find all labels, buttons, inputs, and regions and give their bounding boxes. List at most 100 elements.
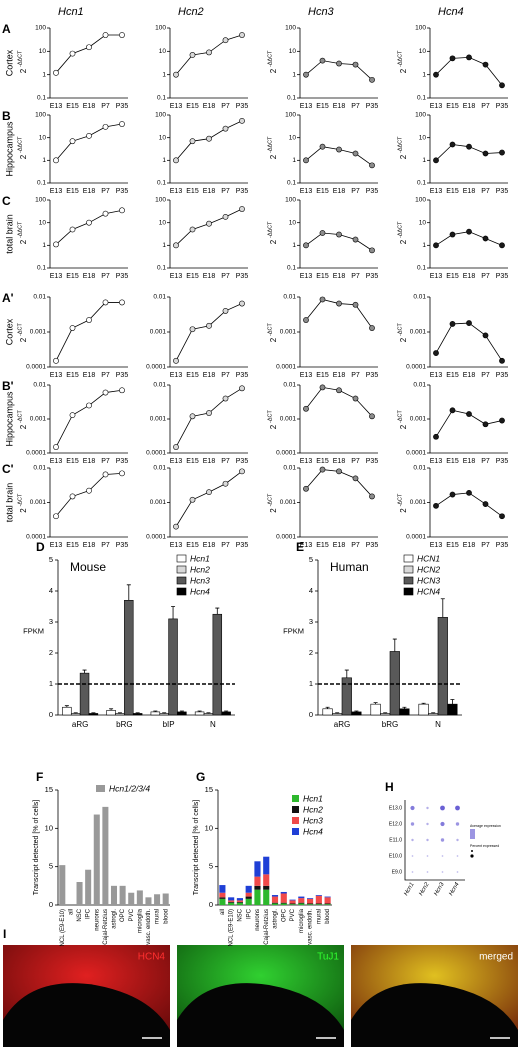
y-tick-label: 1 xyxy=(292,242,296,249)
error-bar xyxy=(335,712,340,714)
bar xyxy=(418,703,429,716)
point xyxy=(336,387,342,394)
y-tick-label: 0.01 xyxy=(413,465,426,472)
point xyxy=(206,49,212,56)
bar xyxy=(124,599,134,716)
legend-title: Percent expressed xyxy=(470,844,499,848)
point xyxy=(86,132,92,139)
point xyxy=(53,444,59,450)
bar-segment xyxy=(315,895,322,904)
y-axis-label-exponent: -ΔΔCT xyxy=(397,50,403,67)
point xyxy=(369,493,375,500)
error-bar xyxy=(224,710,229,712)
bar-segment xyxy=(324,904,331,905)
y-axis-label: 2-ΔCT xyxy=(267,323,278,343)
y-tick-label: 0.1 xyxy=(287,180,296,187)
x-tick-label: P35 xyxy=(236,372,249,379)
bar-segment xyxy=(236,902,243,905)
y-tick-label: 0.01 xyxy=(413,294,426,301)
x-tick-label: E15 xyxy=(186,273,199,280)
y-tick-label: 0.001 xyxy=(30,416,47,423)
axes xyxy=(169,200,248,269)
ventricle xyxy=(177,983,344,1047)
y-axis-label: 2-ΔΔCT xyxy=(17,50,28,73)
x-tick-label: P7 xyxy=(351,273,360,280)
legend-swatch xyxy=(403,565,414,574)
y-tick-label: 0.001 xyxy=(150,499,167,506)
column-title: Hcn2 xyxy=(178,6,204,18)
error-bar xyxy=(421,702,426,705)
x-tick-label: P35 xyxy=(496,103,509,110)
point xyxy=(173,242,179,249)
x-tick-label: microglia xyxy=(137,908,143,933)
x-tick-label: P7 xyxy=(221,188,230,195)
x-tick-label: P35 xyxy=(366,188,379,195)
y-tick-label: 1 xyxy=(42,242,46,249)
y-tick-label: 0.01 xyxy=(153,294,166,301)
point xyxy=(173,357,179,364)
error-bar xyxy=(206,712,211,714)
x-tick-label: E15 xyxy=(316,103,329,110)
bar-segment xyxy=(307,904,314,905)
x-tick-label: aRG xyxy=(72,720,88,729)
x-tick-label: Cajal-Retzius xyxy=(264,909,270,945)
point xyxy=(119,32,125,38)
x-tick-label: neurons xyxy=(255,909,261,931)
x-tick-label: P7 xyxy=(351,103,360,110)
x-tick-label: Hcn1 xyxy=(403,882,415,897)
x-tick-label: E13 xyxy=(430,273,443,280)
y-axis-label-base: 2 xyxy=(19,239,28,244)
y-axis-label-exponent: -ΔΔCT xyxy=(17,136,23,153)
legend-label: Hcn1 xyxy=(303,793,323,803)
y-axis-label: 2-ΔΔCT xyxy=(267,136,278,159)
dot xyxy=(426,822,429,826)
x-tick-label: E13 xyxy=(300,103,313,110)
panel-label: B' xyxy=(2,379,14,393)
bar-segment xyxy=(280,903,287,905)
x-tick-label: E15 xyxy=(66,372,79,379)
legend-swatch xyxy=(292,817,299,824)
dot xyxy=(426,838,429,842)
y-tick-label: 0 xyxy=(309,710,313,719)
x-tick-label: E15 xyxy=(446,372,459,379)
y-tick-label: 100 xyxy=(155,112,166,119)
image-label: merged xyxy=(479,952,513,963)
bar-segment xyxy=(298,898,305,903)
y-tick-label: 0.0001 xyxy=(146,450,166,457)
error-bar xyxy=(325,706,330,709)
point xyxy=(336,60,342,67)
x-tick-label: P7 xyxy=(101,188,110,195)
point xyxy=(352,150,359,157)
bar xyxy=(203,713,214,716)
point xyxy=(352,236,359,243)
x-tick-label: astrogl. xyxy=(112,909,118,929)
x-tick-label: N xyxy=(210,720,216,729)
x-tick-label: P7 xyxy=(221,542,230,549)
x-tick-label: all xyxy=(220,909,226,915)
x-tick-label: E15 xyxy=(66,458,79,465)
y-axis-label-base: 2 xyxy=(399,424,408,429)
line xyxy=(175,387,243,448)
y-tick-label: 4 xyxy=(49,586,53,595)
bar xyxy=(70,713,81,716)
y-axis-label-base: 2 xyxy=(19,337,28,342)
point xyxy=(303,157,309,164)
microscopy xyxy=(3,945,518,1047)
y-tick-label: 10 xyxy=(289,48,297,55)
y-tick-label: 0.001 xyxy=(30,499,47,506)
y-tick-label: 0.001 xyxy=(280,416,297,423)
error-bar xyxy=(135,712,140,714)
y-tick-label: 0.01 xyxy=(33,382,46,389)
y-axis-label: 2-ΔCT xyxy=(267,493,278,513)
y-tick-label: 5 xyxy=(49,862,53,871)
y-axis-label-exponent: -ΔCT xyxy=(397,493,403,506)
bar-segment xyxy=(307,898,314,899)
x-tick-label: E18 xyxy=(333,542,346,549)
bar-segment xyxy=(228,901,235,903)
y-tick-label: 0.0001 xyxy=(406,364,426,371)
point xyxy=(102,299,109,306)
point xyxy=(119,387,125,394)
error-bar xyxy=(431,712,436,714)
point xyxy=(222,395,229,402)
bar xyxy=(322,708,333,716)
